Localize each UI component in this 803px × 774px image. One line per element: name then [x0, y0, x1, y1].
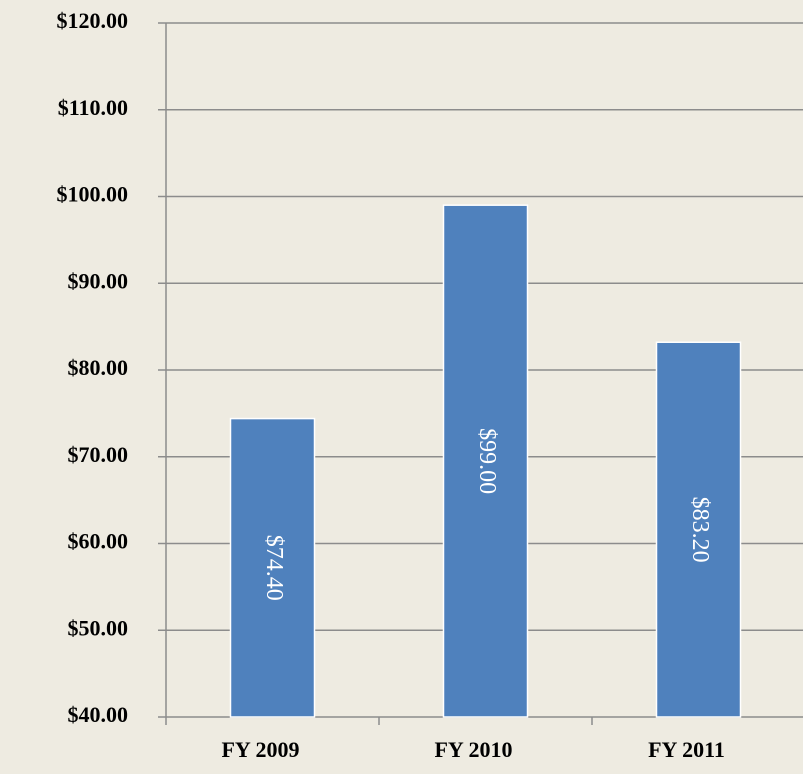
y-tick-label: $100.00: [57, 182, 129, 207]
value-label: $74.40: [261, 535, 287, 601]
y-tick-label: $120.00: [57, 8, 129, 33]
x-tick-label: FY 2011: [648, 737, 725, 762]
value-label: $99.00: [474, 428, 500, 494]
y-tick-label: $110.00: [58, 95, 128, 120]
x-tick-label: FY 2010: [434, 737, 512, 762]
y-tick-label: $70.00: [68, 442, 129, 467]
bar: [229, 417, 316, 718]
y-tick-label: $50.00: [68, 615, 129, 640]
y-tick-label: $60.00: [68, 529, 129, 554]
bar: [655, 341, 742, 718]
bar: [442, 204, 529, 718]
y-tick-label: $80.00: [68, 355, 129, 380]
x-tick-label: FY 2009: [221, 737, 299, 762]
value-label: $83.20: [687, 497, 713, 563]
y-tick-label: $40.00: [68, 702, 129, 727]
y-tick-label: $90.00: [68, 268, 129, 293]
